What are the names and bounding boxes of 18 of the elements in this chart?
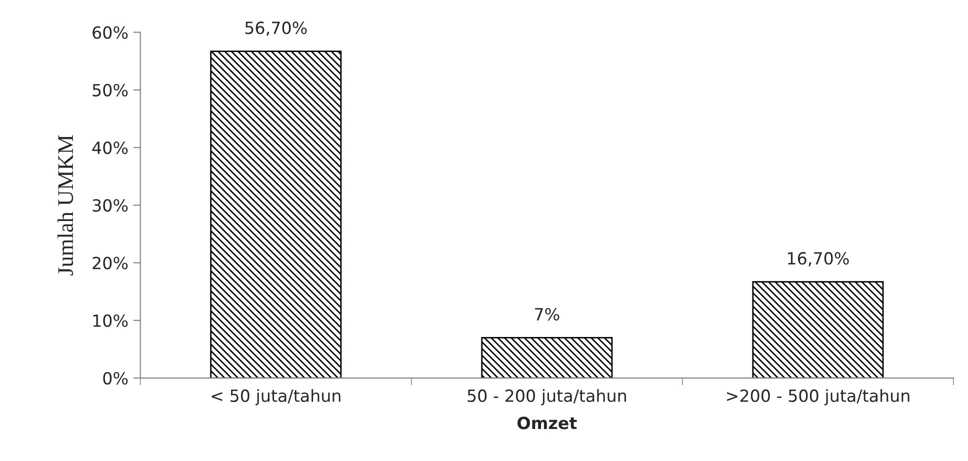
bar	[752, 281, 884, 378]
bar	[210, 50, 342, 378]
data-label: 16,70%	[788, 252, 849, 266]
y-tick-label: 50%	[92, 84, 128, 96]
y-tick-label: 10%	[93, 314, 128, 327]
y-tick-label: 30%	[92, 199, 128, 212]
x-tick-label: 50 - 200 juta/tahun	[468, 389, 626, 406]
y-tick-label: 40%	[92, 141, 128, 154]
y-tick-label: 60%	[92, 26, 128, 39]
x-tick-label: >200 - 500 juta/tahun	[726, 389, 910, 406]
data-label: 56,70%	[245, 22, 307, 36]
y-tick-label: 20%	[92, 256, 128, 270]
y-axis-title: Jumlah UMKM	[57, 135, 74, 276]
y-tick-label: 0%	[103, 372, 128, 385]
x-tick-label: < 50 juta/tahun	[212, 389, 340, 406]
x-axis-title: Omzet	[517, 416, 577, 430]
data-label: 7%	[535, 308, 560, 321]
bar	[481, 336, 613, 378]
